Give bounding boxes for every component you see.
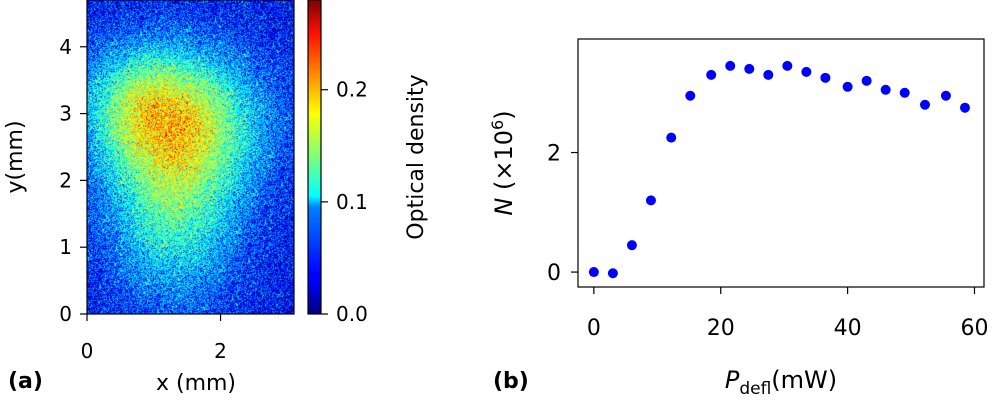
heatmap-image (87, 0, 294, 314)
scatter-x-tick-label: 40 (834, 316, 862, 341)
heatmap-x-tick-label: 0 (81, 339, 94, 363)
scatter-point (842, 81, 853, 92)
heatmap-y-tick-label: 4 (59, 35, 72, 59)
heatmap-y-tick-label: 3 (59, 102, 72, 126)
scatter-frame (577, 38, 985, 288)
scatter-point (607, 268, 618, 279)
scatter-point (725, 60, 736, 71)
scatter-x-label: Pdefl(mW) (725, 366, 837, 399)
colorbar-frame (307, 0, 322, 315)
scatter-point (645, 195, 656, 206)
heatmap-y-tick-label: 1 (59, 235, 72, 259)
scatter-point (626, 240, 637, 251)
heatmap-y-tick-label: 0 (59, 302, 72, 326)
scatter-point (920, 99, 931, 110)
scatter-point (763, 69, 774, 80)
scatter-point (782, 60, 793, 71)
panel-b-scatter: 0 20 40 60 02 Pdefl(mW) N (×106) (488, 38, 988, 399)
scatter-x-tick-label: 0 (587, 316, 601, 341)
scatter-point (588, 267, 599, 278)
scatter-point (666, 132, 677, 143)
scatter-x-ticks: 0 20 40 60 (587, 287, 988, 341)
scatter-point (880, 84, 891, 95)
scatter-y-tick-label: 0 (547, 261, 561, 286)
heatmap-y-ticks: 0 1 2 3 4 (59, 35, 87, 326)
heatmap-y-label: y(mm) (3, 120, 28, 193)
scatter-point (899, 87, 910, 98)
scatter-point (940, 90, 951, 101)
colorbar-tick-label: 0.1 (336, 190, 368, 214)
scatter-point (685, 90, 696, 101)
scatter-points (588, 60, 970, 279)
colorbar (308, 0, 321, 314)
scatter-point (744, 63, 755, 74)
colorbar-tick-label: 0.2 (336, 78, 368, 102)
panel-a-letter: (a) (8, 369, 43, 394)
scatter-point (861, 75, 872, 86)
scatter-point (706, 69, 717, 80)
heatmap-x-tick-label: 2 (214, 339, 227, 363)
colorbar-label: Optical density (404, 74, 429, 239)
panel-b-letter: (b) (493, 369, 529, 394)
scatter-x-tick-label: 60 (960, 316, 988, 341)
scatter-y-tick-label: 2 (547, 142, 561, 167)
scatter-x-tick-label: 20 (707, 316, 735, 341)
scatter-y-ticks: 02 (547, 142, 578, 286)
heatmap-x-label: x (mm) (156, 371, 236, 396)
scatter-y-label: N (×106) (488, 110, 518, 215)
scatter-point (801, 66, 812, 77)
colorbar-ticks: 0.0 0.1 0.2 (321, 78, 368, 326)
heatmap-frame (86, 0, 295, 315)
scatter-point (820, 72, 831, 83)
colorbar-tick-label: 0.0 (336, 302, 368, 326)
heatmap-y-tick-label: 2 (59, 168, 72, 192)
scatter-point (959, 102, 970, 113)
